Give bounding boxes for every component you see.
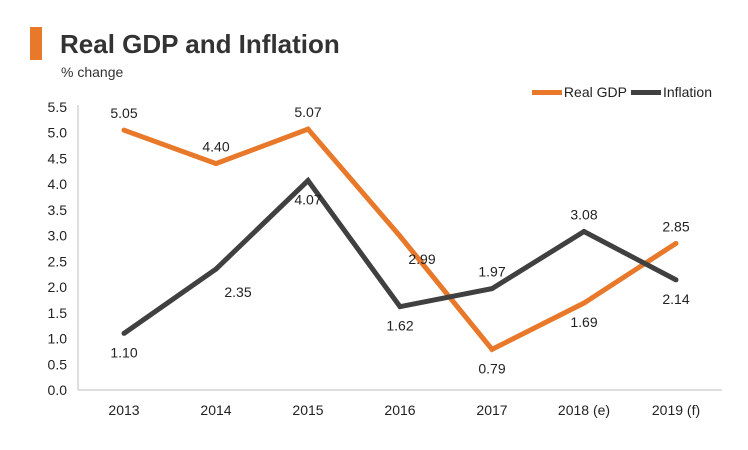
data-label-real-gdp: 2.85 (662, 218, 689, 234)
y-tick-label: 0.5 (48, 356, 68, 372)
x-tick-label: 2013 (108, 402, 139, 418)
data-label-inflation: 2.35 (224, 284, 251, 300)
y-tick-label: 3.5 (48, 202, 68, 218)
data-label-real-gdp: 5.05 (110, 105, 137, 121)
data-label-real-gdp: 5.07 (294, 104, 321, 120)
data-point-real-gdp (489, 346, 495, 352)
data-label-inflation: 1.62 (386, 318, 413, 334)
legend-label-inflation: Inflation (662, 84, 712, 100)
data-label-real-gdp: 2.99 (408, 251, 435, 267)
data-label-inflation: 3.08 (570, 207, 597, 223)
data-label-inflation: 1.97 (478, 264, 505, 280)
data-point-real-gdp (673, 240, 679, 246)
legend: Real GDP Inflation (531, 84, 712, 100)
data-point-inflation (673, 277, 679, 283)
x-tick-label: 2019 (f) (652, 402, 700, 418)
data-point-inflation (581, 229, 587, 235)
data-point-real-gdp (213, 161, 219, 167)
data-point-inflation (397, 304, 403, 310)
y-tick-label: 5.5 (48, 99, 68, 115)
data-point-inflation (305, 178, 311, 184)
y-tick-label: 2.0 (48, 279, 68, 295)
data-label-inflation: 1.10 (110, 344, 137, 360)
x-tick-label: 2018 (e) (558, 402, 610, 418)
data-point-inflation (213, 266, 219, 272)
data-point-real-gdp (121, 127, 127, 133)
series-line-inflation (122, 176, 678, 336)
data-point-real-gdp (581, 300, 587, 306)
y-tick-label: 4.0 (48, 176, 68, 192)
y-tick-label: 1.5 (48, 305, 68, 321)
data-label-real-gdp: 0.79 (478, 360, 505, 376)
data-point-inflation (489, 286, 495, 292)
y-tick-label: 4.5 (48, 150, 68, 166)
y-tick-label: 3.0 (48, 228, 68, 244)
chart-title: Real GDP and Inflation (60, 29, 340, 59)
x-tick-label: 2017 (476, 402, 507, 418)
data-point-inflation (121, 330, 127, 336)
x-tick-label: 2016 (384, 402, 415, 418)
legend-item-real-gdp: Real GDP (531, 84, 627, 100)
data-label-inflation: 4.07 (294, 192, 321, 208)
y-tick-label: 2.5 (48, 253, 68, 269)
data-label-real-gdp: 1.69 (570, 314, 597, 330)
data-label-real-gdp: 4.40 (202, 139, 229, 155)
chart-subtitle: % change (61, 64, 124, 80)
y-tick-label: 1.0 (48, 331, 68, 347)
x-tick-label: 2014 (200, 402, 231, 418)
data-point-real-gdp (397, 233, 403, 239)
data-label-inflation: 2.14 (662, 291, 689, 307)
title-accent-bar (30, 27, 42, 60)
x-tick-label: 2015 (292, 402, 323, 418)
data-point-real-gdp (305, 126, 311, 132)
legend-swatch-inflation (630, 89, 661, 95)
legend-swatch-real-gdp (531, 89, 562, 95)
y-tick-label: 5.0 (48, 125, 68, 141)
legend-label-real-gdp: Real GDP (563, 84, 627, 100)
y-tick-label: 0.0 (48, 382, 68, 398)
legend-item-inflation: Inflation (630, 84, 712, 100)
